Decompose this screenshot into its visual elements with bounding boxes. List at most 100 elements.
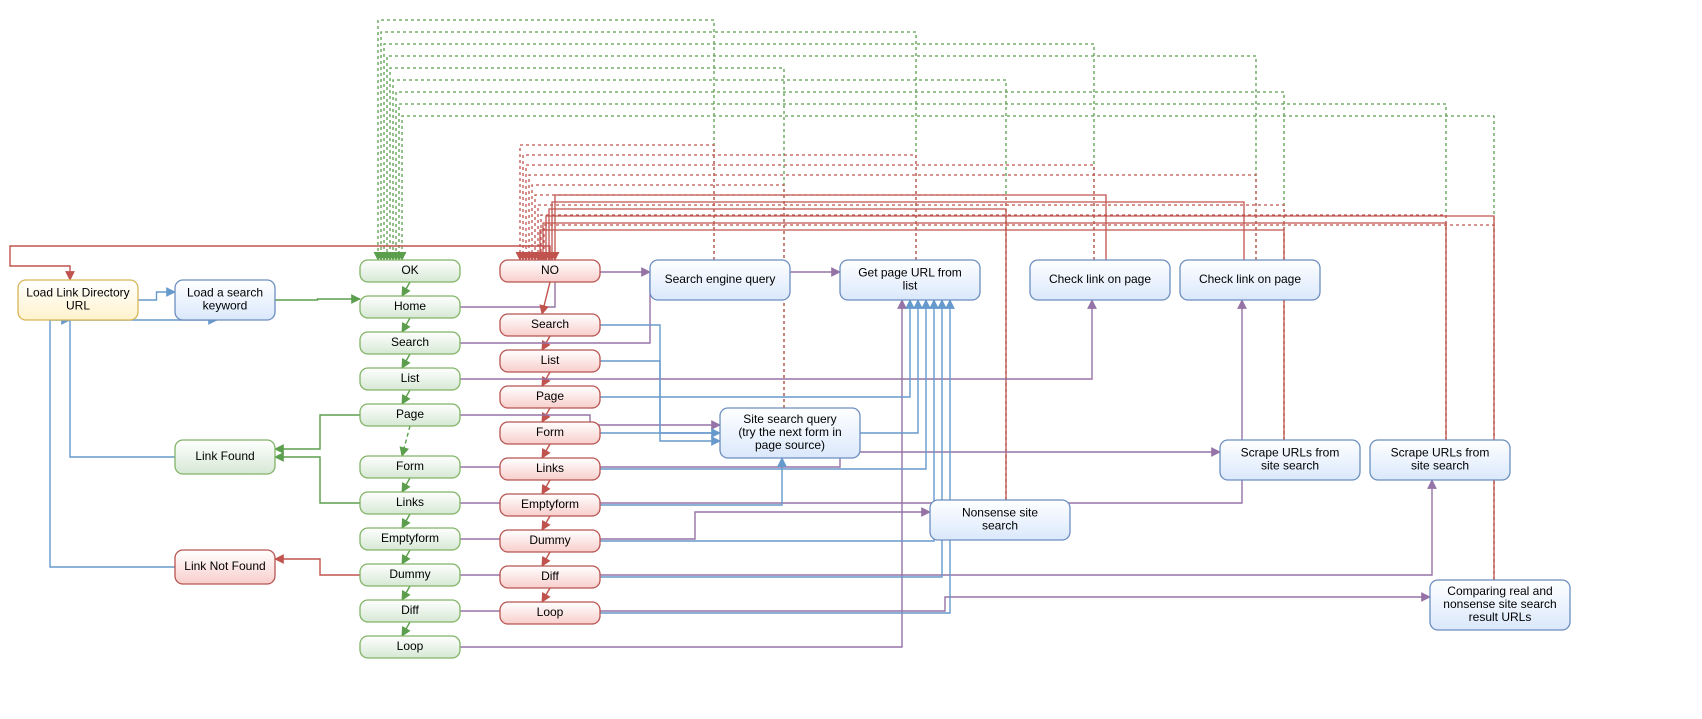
node-label: Links xyxy=(536,461,564,475)
node-r_diff: Diff xyxy=(500,566,600,588)
node-r_page: Page xyxy=(500,386,600,408)
node-r_form: Form xyxy=(500,422,600,444)
node-label: Scrape URLs from xyxy=(1391,446,1490,460)
node-r_loop: Loop xyxy=(500,602,600,624)
edge-r_dummy-r_diff xyxy=(542,552,550,566)
node-g_dummy: Dummy xyxy=(360,564,460,586)
node-linkfound: Link Found xyxy=(175,440,275,474)
node-label: Emptyform xyxy=(381,531,439,545)
bus-edge xyxy=(541,215,1446,440)
node-label: Dummy xyxy=(389,567,430,581)
node-r_links: Links xyxy=(500,458,600,480)
node-label: Search engine query xyxy=(665,272,776,286)
node-g_home: Home xyxy=(360,296,460,318)
node-loadkw: Load a searchkeyword xyxy=(175,280,275,320)
node-check2: Check link on page xyxy=(1180,260,1320,300)
node-label: Loop xyxy=(397,639,424,653)
node-r_search: Search xyxy=(500,314,600,336)
edge-r_empty-r_dummy xyxy=(542,516,550,530)
node-label: Get page URL from xyxy=(858,266,962,280)
edge-g_ok-g_home xyxy=(402,282,410,296)
edge-r_page-getpage xyxy=(600,300,910,397)
node-label: site search xyxy=(1411,459,1469,473)
node-label: NO xyxy=(541,263,559,277)
node-label: Form xyxy=(536,425,564,439)
node-label: page source) xyxy=(755,438,825,452)
node-scrape2: Scrape URLs fromsite search xyxy=(1370,440,1510,480)
node-label: Load a search xyxy=(187,286,263,300)
node-g_diff: Diff xyxy=(360,600,460,622)
node-g_loop: Loop xyxy=(360,636,460,658)
node-scrape1: Scrape URLs fromsite search xyxy=(1220,440,1360,480)
node-label: Loop xyxy=(537,605,564,619)
node-label: Page xyxy=(396,407,424,421)
node-g_links: Links xyxy=(360,492,460,514)
edge-r_diff-r_loop xyxy=(542,588,550,602)
node-label: Scrape URLs from xyxy=(1241,446,1340,460)
edge-g_search-g_list xyxy=(402,354,410,368)
edge-g_diff-g_loop xyxy=(402,622,410,636)
node-label: result URLs xyxy=(1469,610,1532,624)
node-label: Link Found xyxy=(195,449,254,463)
bus-edge xyxy=(552,202,1244,260)
node-label: Home xyxy=(394,299,426,313)
node-label: Links xyxy=(396,495,424,509)
edge-g_home-g_search xyxy=(402,318,410,332)
node-r_empty: Emptyform xyxy=(500,494,600,516)
node-label: Load Link Directory xyxy=(26,286,129,300)
node-label: Dummy xyxy=(529,533,570,547)
node-label: Search xyxy=(391,335,429,349)
node-label: Diff xyxy=(541,569,559,583)
node-label: Check link on page xyxy=(1199,272,1301,286)
node-check1: Check link on page xyxy=(1030,260,1170,300)
edge-g_empty-g_dummy xyxy=(402,550,410,564)
node-label: Search xyxy=(531,317,569,331)
node-label: nonsense site search xyxy=(1443,597,1556,611)
edge-r_list-sitesearch xyxy=(600,361,720,441)
edge-loadurl-loadkw xyxy=(138,292,175,300)
node-g_list: List xyxy=(360,368,460,390)
edge-linkfound-loadkw xyxy=(70,320,217,457)
node-r_no: NO xyxy=(500,260,600,282)
edge-r_empty-sitesearch xyxy=(600,458,782,505)
node-seq: Search engine query xyxy=(650,260,790,300)
node-r_list: List xyxy=(500,350,600,372)
node-compare: Comparing real andnonsense site searchre… xyxy=(1430,580,1570,630)
edge-r_no-r_search xyxy=(542,282,550,314)
edge-g_dummy-linknot xyxy=(275,559,360,575)
bus-edge xyxy=(523,155,916,260)
edge-g_diff-compare xyxy=(460,597,1430,611)
node-r_dummy: Dummy xyxy=(500,530,600,552)
node-g_search: Search xyxy=(360,332,460,354)
node-g_empty: Emptyform xyxy=(360,528,460,550)
node-label: Link Not Found xyxy=(184,559,265,573)
edge-r_links-r_empty xyxy=(542,480,550,494)
node-sitesearch: Site search query(try the next form inpa… xyxy=(720,408,860,458)
node-label: URL xyxy=(66,299,90,313)
node-label: Form xyxy=(396,459,424,473)
node-getpage: Get page URL fromlist xyxy=(840,260,980,300)
node-g_form: Form xyxy=(360,456,460,478)
node-label: Nonsense site xyxy=(962,506,1038,520)
edge-g_list-g_page xyxy=(402,390,410,404)
node-loadurl: Load Link DirectoryURL xyxy=(18,280,138,320)
edge-g_dummy-g_diff xyxy=(402,586,410,600)
edge-g_links-g_empty xyxy=(402,514,410,528)
bus-edge xyxy=(555,195,1106,260)
node-layer: Load Link DirectoryURL Load a searchkeywo… xyxy=(18,260,1570,658)
bus-edge xyxy=(384,44,1094,260)
node-label: list xyxy=(903,279,918,293)
node-label: (try the next form in xyxy=(738,425,841,439)
node-g_page: Page xyxy=(360,404,460,426)
node-label: Check link on page xyxy=(1049,272,1151,286)
node-label: keyword xyxy=(203,299,248,313)
node-label: search xyxy=(982,519,1018,533)
edge-loadkw-g_home xyxy=(275,299,360,300)
node-label: site search xyxy=(1261,459,1319,473)
edge-g_page-linkfound xyxy=(275,415,360,449)
node-label: Site search query xyxy=(743,412,836,426)
edge-g_links-linkfound xyxy=(275,457,360,503)
node-linknot: Link Not Found xyxy=(175,550,275,584)
node-nonsense: Nonsense sitesearch xyxy=(930,500,1070,540)
edge-r_form-r_links xyxy=(542,444,550,458)
